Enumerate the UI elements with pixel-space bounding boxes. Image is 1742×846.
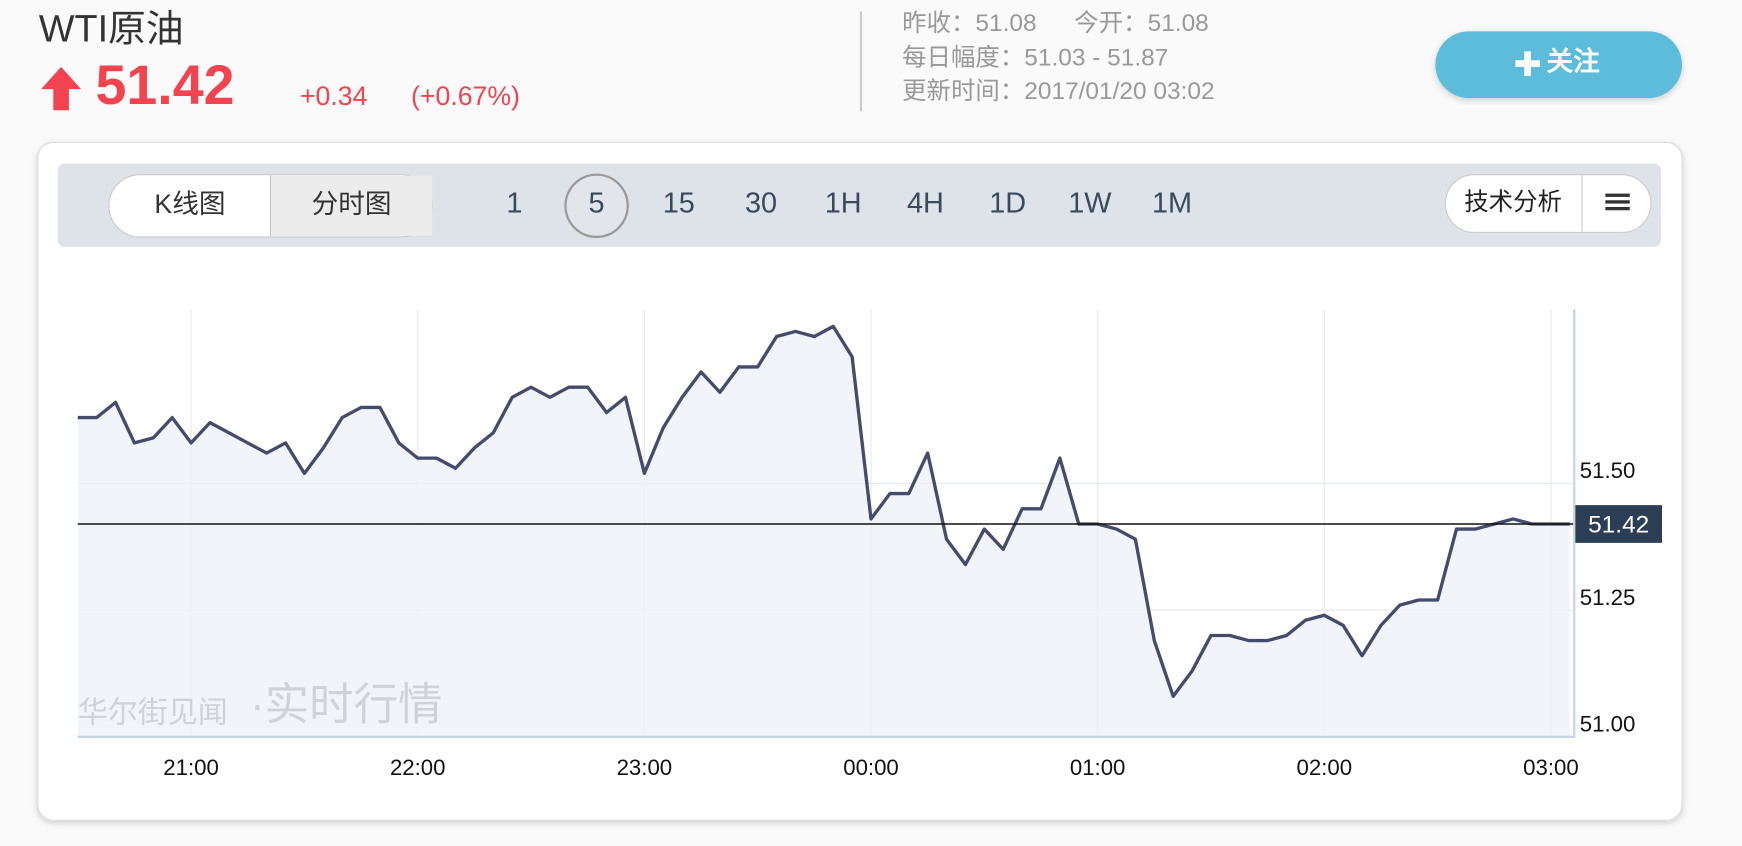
interval[interactable]: 4H (907, 187, 944, 219)
analysis-group (1444, 174, 1652, 234)
follow-label[interactable]: 关注 (1546, 47, 1600, 77)
view-tab[interactable]: K线图 (154, 189, 225, 219)
follow-button[interactable]: 关注 (1435, 31, 1683, 99)
stat: 每日幅度：51.03 - 51.87 (902, 44, 1168, 72)
x-tick-label: 23:00 (617, 755, 673, 780)
up-arrow (41, 66, 82, 111)
interval[interactable]: 30 (745, 187, 777, 219)
price-line (77, 324, 1570, 698)
interval[interactable]: 1H (825, 187, 862, 219)
interval[interactable]: 1D (989, 187, 1026, 219)
list-icon-bar[interactable] (1605, 206, 1630, 211)
list-icon-bar[interactable] (1605, 200, 1630, 204)
x-tick-label: 01:00 (1070, 755, 1126, 780)
interval[interactable]: 15 (663, 187, 695, 219)
view-active-bg (270, 175, 433, 236)
interval[interactable]: 1M (1152, 187, 1192, 219)
change-pct: (+0.67%) (411, 81, 520, 111)
y-tick-label: 51.50 (1580, 458, 1636, 483)
last-price-label: 51.42 (1588, 512, 1649, 539)
price: 51.42 (96, 54, 235, 116)
x-tick-label: 03:00 (1523, 755, 1579, 780)
y-tick-label: 51.25 (1580, 585, 1636, 610)
interval-active (564, 173, 629, 239)
stat: 今开：51.08 (1074, 9, 1208, 37)
interval[interactable]: 5 (589, 187, 605, 219)
watermark-brand: 华尔街见闻 (78, 697, 228, 730)
toolbar (57, 163, 1661, 247)
last-price-box (1575, 505, 1663, 543)
view-tab[interactable]: 分时图 (312, 189, 392, 219)
interval[interactable]: 1W (1068, 187, 1112, 219)
follow-button-bg[interactable] (1435, 31, 1683, 99)
x-tick-label: 22:00 (390, 755, 446, 780)
stat: 昨收：51.08 (902, 9, 1036, 37)
y-tick-label: 51.00 (1580, 712, 1636, 737)
list-icon-bar[interactable] (1605, 193, 1630, 197)
x-tick-label: 21:00 (163, 755, 219, 780)
analysis-button[interactable]: 技术分析 (1464, 188, 1562, 216)
list-button[interactable] (1605, 193, 1630, 211)
x-tick-label: 02:00 (1296, 755, 1352, 780)
stat: 更新时间：2017/01/20 03:02 (902, 77, 1214, 105)
x-tick-label: 00:00 (843, 755, 899, 780)
instrument-title: WTI原油 (39, 8, 184, 50)
interval[interactable]: 1 (506, 187, 522, 219)
plus-icon[interactable] (1515, 51, 1540, 76)
change: +0.34 (300, 81, 368, 111)
watermark-tag: ·实时行情 (250, 681, 442, 730)
area (77, 326, 1570, 737)
